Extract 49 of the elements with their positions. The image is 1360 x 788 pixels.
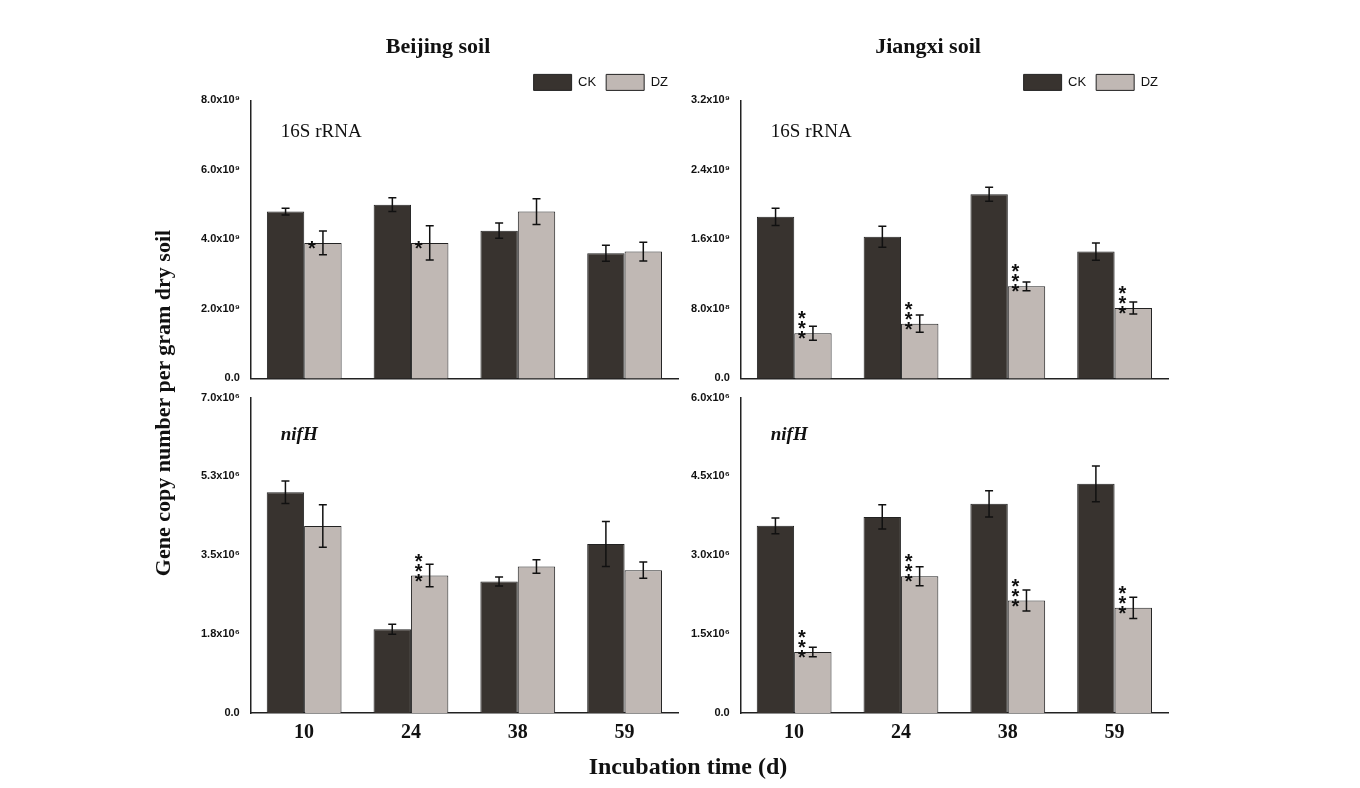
annotation: 16S rRNA — [280, 119, 362, 141]
y-tick-label: 3.5x10⁶ — [200, 548, 240, 561]
y-tick-label: 1.5x10⁶ — [690, 627, 730, 640]
x-tick-label: 24 — [890, 720, 911, 743]
y-tick-label: 7.0x10⁶ — [200, 390, 240, 403]
x-tick-label: 38 — [507, 720, 528, 743]
y-tick-label: 0.0 — [224, 371, 240, 384]
y-tick-label: 2.0x10⁹ — [200, 301, 240, 314]
x-tick-label: 24 — [400, 720, 421, 743]
x-tick-label: 38 — [997, 720, 1018, 743]
legend-label: DZ — [1140, 73, 1159, 89]
y-tick-label: 4.0x10⁹ — [200, 232, 240, 245]
annotation: *** — [1011, 574, 1020, 617]
y-tick-label: 8.0x10⁸ — [691, 301, 730, 314]
y-tick-label: 6.0x10⁶ — [690, 390, 730, 403]
x-tick-label: 59 — [614, 720, 635, 743]
y-tick-label: 0.0 — [714, 706, 730, 719]
y-tick-label: 1.6x10⁹ — [690, 232, 730, 245]
y-tick-label: 3.0x10⁶ — [690, 548, 730, 561]
annotation: *** — [1011, 260, 1020, 303]
y-tick-label: 6.0x10⁹ — [200, 162, 240, 175]
legend-label: CK — [578, 73, 597, 89]
legend-label: CK — [1068, 73, 1087, 89]
annotation: *** — [1118, 581, 1127, 624]
y-tick-label: 2.4x10⁹ — [690, 162, 730, 175]
annotation: 16S rRNA — [770, 119, 852, 141]
legend-label: DZ — [650, 73, 669, 89]
annotation: *** — [904, 550, 913, 593]
x-axis-title: Incubation time (d) — [588, 752, 788, 780]
y-tick-label: 0.0 — [714, 371, 730, 384]
annotation: nifH — [770, 423, 809, 445]
y-tick-label: 3.2x10⁹ — [690, 93, 730, 106]
annotation: *** — [798, 307, 807, 350]
annotation: nifH — [280, 423, 319, 445]
y-tick-label: 0.0 — [224, 706, 240, 719]
annotation: *** — [414, 549, 423, 592]
annotation: *** — [904, 297, 913, 340]
y-tick-label: 4.5x10⁶ — [690, 469, 730, 482]
x-tick-label: 59 — [1104, 720, 1125, 743]
y-tick-label: 5.3x10⁶ — [200, 469, 240, 482]
y-tick-label: 1.8x10⁶ — [200, 627, 240, 640]
annotation: *** — [1118, 282, 1127, 325]
chart-title: Beijing soil — [385, 32, 491, 58]
y-tick-label: 8.0x10⁹ — [200, 93, 240, 106]
annotation: *** — [797, 626, 806, 669]
x-tick-label: 10 — [784, 720, 805, 743]
x-tick-label: 10 — [294, 720, 315, 743]
chart-title: Jiangxi soil — [875, 32, 981, 58]
y-axis-title: Gene copy number per gram dry soil — [150, 229, 176, 577]
